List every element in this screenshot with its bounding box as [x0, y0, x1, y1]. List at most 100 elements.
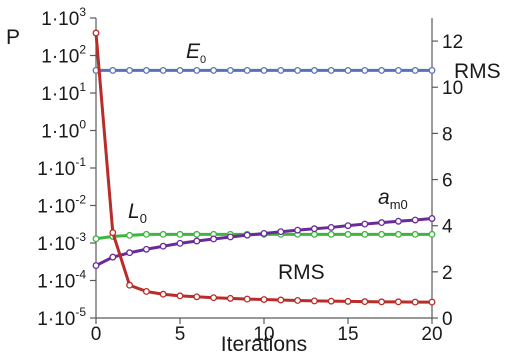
data-point-e0: [294, 66, 302, 74]
data-point-am0: [344, 222, 352, 230]
data-point-l0: [327, 230, 335, 238]
data-point-rms: [260, 296, 268, 303]
data-point-e0: [378, 66, 386, 74]
svg-text:RMS: RMS: [278, 261, 325, 284]
data-point-e0: [260, 66, 268, 74]
x-axis-ticks: 0 5 10 15 20: [91, 318, 443, 345]
data-point-e0: [361, 66, 369, 74]
data-point-rms: [92, 29, 100, 37]
series-rms: [92, 29, 436, 306]
data-point-am0: [277, 228, 285, 236]
left-tick-label: 1·10-3: [37, 230, 86, 255]
data-point-l0: [92, 235, 100, 243]
data-point-am0: [361, 220, 369, 228]
data-point-rms: [142, 288, 150, 295]
left-tick-label: 1·103: [41, 5, 86, 30]
left-tick-label: 1·10-5: [37, 305, 86, 330]
data-point-rms: [428, 298, 436, 306]
x-tick-label: 5: [175, 324, 186, 345]
x-tick-label: 20: [421, 324, 442, 345]
data-point-am0: [327, 223, 335, 231]
left-tick-label: 1·101: [41, 80, 86, 105]
data-point-e0: [210, 66, 218, 74]
data-point-am0: [92, 262, 100, 270]
right-tick-label: 0: [442, 309, 453, 330]
left-tick-label: 1·10-4: [37, 268, 86, 293]
data-point-am0: [142, 245, 150, 253]
data-point-rms: [378, 298, 386, 306]
data-point-rms: [411, 298, 419, 306]
data-point-am0: [176, 239, 184, 247]
data-point-rms: [109, 229, 117, 237]
right-axis-title: RMS: [454, 60, 501, 83]
series-am0: [92, 215, 436, 270]
data-point-rms: [361, 298, 369, 306]
x-tick-label: 15: [337, 324, 358, 345]
data-point-l0: [142, 230, 150, 238]
data-point-rms: [243, 295, 251, 303]
data-point-l0: [126, 231, 134, 239]
data-point-am0: [126, 249, 134, 257]
data-point-l0: [344, 230, 352, 238]
data-point-l0: [361, 230, 369, 238]
data-point-rms: [176, 292, 184, 300]
data-point-e0: [159, 66, 167, 74]
data-point-e0: [411, 66, 419, 74]
data-point-am0: [260, 229, 268, 237]
data-point-am0: [428, 215, 436, 222]
right-tick-label: 4: [442, 217, 453, 238]
data-point-am0: [193, 237, 201, 245]
data-point-am0: [210, 235, 218, 243]
data-point-e0: [310, 66, 318, 74]
data-point-l0: [378, 230, 386, 238]
right-axis-ticks: 0 2 4 6 8 10 12: [432, 32, 463, 330]
data-point-am0: [310, 225, 318, 233]
data-point-e0: [126, 66, 134, 74]
data-point-rms: [277, 296, 285, 304]
data-point-am0: [394, 217, 402, 225]
series-label-l0: L0: [128, 200, 147, 226]
data-point-e0: [243, 66, 251, 74]
series-label-am0: am0: [378, 186, 408, 212]
data-point-l0: [394, 230, 402, 238]
left-tick-label: 1·10-1: [37, 155, 86, 180]
data-point-e0: [277, 66, 285, 74]
data-point-am0: [109, 253, 117, 261]
series-label-e0: E0: [186, 40, 206, 66]
data-point-e0: [344, 66, 352, 74]
data-point-e0: [176, 66, 184, 74]
data-point-rms: [394, 298, 402, 306]
x-tick-label: 0: [91, 324, 102, 345]
data-point-e0: [394, 66, 402, 74]
right-tick-label: 12: [442, 32, 463, 53]
data-point-am0: [411, 216, 419, 224]
data-point-rms: [294, 297, 302, 304]
left-axis-title: P: [6, 26, 20, 49]
data-point-am0: [226, 233, 234, 241]
data-point-l0: [411, 230, 419, 238]
data-point-rms: [344, 297, 352, 305]
data-point-am0: [294, 226, 302, 234]
data-point-rms: [193, 293, 201, 301]
data-point-l0: [310, 230, 318, 238]
data-point-e0: [428, 66, 436, 74]
data-point-e0: [193, 66, 201, 74]
data-point-e0: [142, 66, 150, 74]
data-point-e0: [109, 66, 117, 74]
data-point-e0: [327, 66, 335, 74]
data-point-rms: [210, 294, 218, 302]
data-point-am0: [243, 231, 251, 239]
svg-text:E0: E0: [186, 40, 206, 66]
data-point-am0: [378, 219, 386, 227]
right-tick-label: 2: [442, 263, 453, 284]
data-point-rms: [126, 281, 134, 289]
data-point-am0: [159, 242, 167, 250]
x-axis-title: Iterations: [221, 333, 307, 355]
x-tick-label: 10: [253, 324, 274, 345]
data-point-rms: [226, 294, 234, 302]
series-layer: [92, 29, 436, 306]
right-tick-label: 6: [442, 171, 453, 192]
data-point-l0: [193, 230, 201, 238]
data-point-rms: [310, 297, 318, 305]
